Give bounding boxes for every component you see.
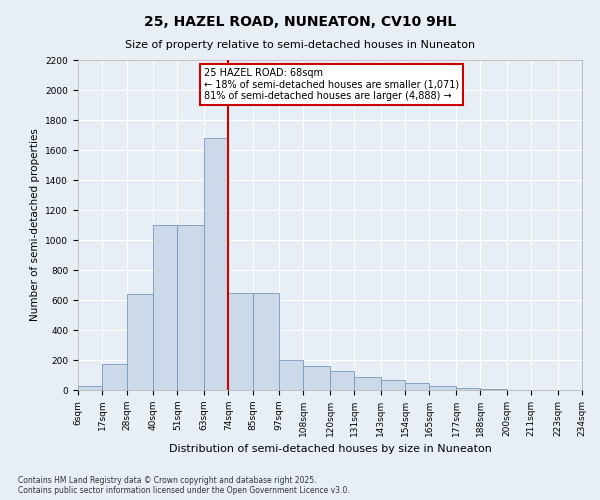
X-axis label: Distribution of semi-detached houses by size in Nuneaton: Distribution of semi-detached houses by … [169, 444, 491, 454]
Bar [430, 386, 456, 390]
Bar [279, 360, 304, 390]
Bar [178, 225, 204, 390]
Bar [405, 382, 430, 390]
Bar [456, 388, 481, 390]
Bar [355, 376, 381, 390]
Bar [103, 364, 127, 390]
Text: 25 HAZEL ROAD: 68sqm
← 18% of semi-detached houses are smaller (1,071)
81% of se: 25 HAZEL ROAD: 68sqm ← 18% of semi-detac… [204, 68, 459, 100]
Bar [78, 386, 103, 390]
Bar [153, 225, 178, 390]
Bar [381, 380, 405, 390]
Bar [481, 389, 507, 390]
Bar [253, 292, 279, 390]
Text: Contains HM Land Registry data © Crown copyright and database right 2025.
Contai: Contains HM Land Registry data © Crown c… [18, 476, 350, 495]
Bar [330, 370, 355, 390]
Y-axis label: Number of semi-detached properties: Number of semi-detached properties [30, 128, 40, 322]
Bar [127, 294, 153, 390]
Bar [229, 292, 253, 390]
Bar [304, 366, 330, 390]
Bar [204, 138, 229, 390]
Text: Size of property relative to semi-detached houses in Nuneaton: Size of property relative to semi-detach… [125, 40, 475, 50]
Text: 25, HAZEL ROAD, NUNEATON, CV10 9HL: 25, HAZEL ROAD, NUNEATON, CV10 9HL [144, 15, 456, 29]
